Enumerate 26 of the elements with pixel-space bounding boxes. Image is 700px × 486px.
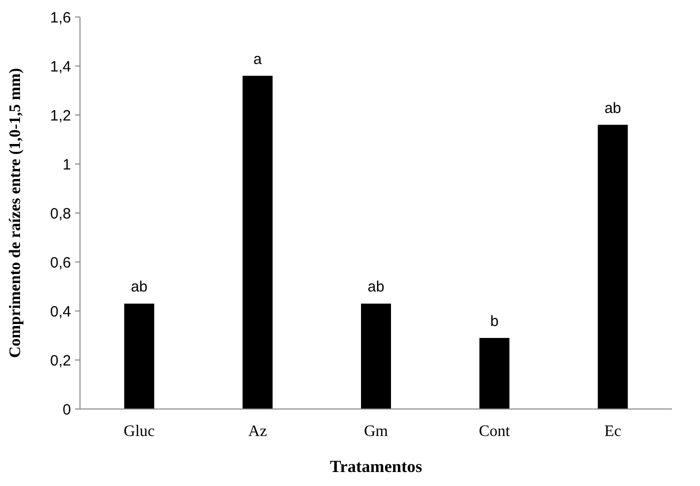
y-axis-title: Comprimento de raízes entre (1,0-1,5 mm) bbox=[7, 68, 24, 358]
y-tick-label: 0,8 bbox=[50, 205, 71, 222]
y-tick-label: 1,6 bbox=[50, 9, 71, 26]
y-tick-label: 1 bbox=[62, 156, 71, 174]
annotation: b bbox=[490, 312, 499, 330]
y-tick-label: 0 bbox=[62, 401, 71, 418]
bar bbox=[124, 304, 154, 409]
bar bbox=[242, 76, 273, 409]
bar bbox=[479, 338, 510, 409]
x-tick-label: Az bbox=[248, 423, 267, 440]
bar bbox=[598, 124, 628, 409]
x-tick-label: Gluc bbox=[124, 423, 155, 440]
y-tick-label: 1,2 bbox=[50, 107, 71, 124]
annotation: a bbox=[253, 50, 262, 68]
x-axis-title: Tratamentos bbox=[330, 457, 422, 476]
x-tick-label: Ec bbox=[604, 423, 622, 440]
y-tick-label: 1,4 bbox=[50, 58, 71, 76]
y-tick-label: 0,2 bbox=[50, 352, 71, 370]
annotation: ab bbox=[130, 278, 148, 296]
annotation: ab bbox=[368, 278, 384, 296]
annotation: ab bbox=[604, 100, 622, 117]
x-tick-label: Gm bbox=[364, 423, 389, 440]
bar bbox=[361, 304, 391, 409]
x-tick-label: Cont bbox=[478, 423, 511, 440]
y-tick-label: 0,4 bbox=[50, 303, 71, 320]
y-tick-label: 0,6 bbox=[50, 254, 71, 272]
